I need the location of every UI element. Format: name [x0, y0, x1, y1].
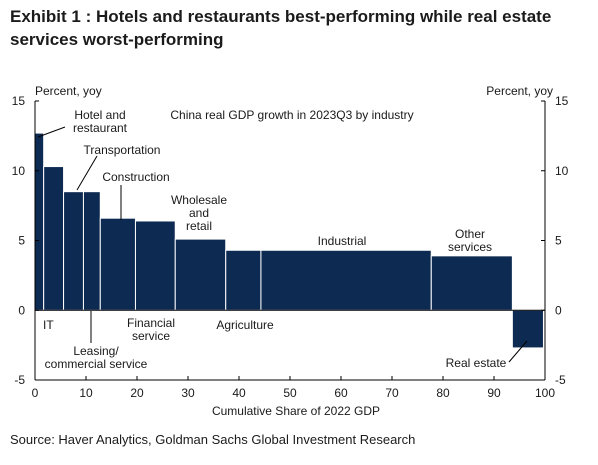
x-tick-label: 50	[283, 386, 297, 400]
x-axis-label: Cumulative Share of 2022 GDP	[212, 404, 380, 418]
y-tick-label-right: 5	[555, 234, 562, 248]
y-tick-label-left: 15	[12, 94, 26, 108]
y-tick-label-left: 10	[12, 164, 26, 178]
y-axis-label-left: Percent, yoy	[35, 84, 102, 98]
x-tick-label: 10	[79, 386, 93, 400]
exhibit-title: Exhibit 1 : Hotels and restaurants best-…	[10, 7, 552, 49]
axes: -5 -5 0 0 5 5 10 10 15 15 0 10 20 30 40 50 60 70 80 90 100	[12, 94, 569, 400]
bar-real-estate	[511, 309, 544, 349]
chart-labels: China real GDP growth in 2023Q3 by indus…	[35, 84, 553, 418]
bar-transportation	[63, 191, 84, 311]
bar-it	[43, 166, 65, 311]
chart-title: China real GDP growth in 2023Q3 by indus…	[170, 108, 413, 122]
leader-lines	[37, 126, 528, 363]
leader-transportation-line	[76, 155, 98, 191]
leader-real-estate-line	[508, 340, 528, 363]
x-tick-label: 90	[487, 386, 501, 400]
annotation-industrial: Industrial	[318, 234, 367, 248]
bar-other-services	[430, 255, 513, 311]
annotation-it: IT	[43, 318, 54, 332]
y-tick-label-left: -5	[14, 373, 25, 387]
bar-hotel-and-restaurant	[34, 132, 45, 311]
annotation-wholesale-and-retail: Wholesale and retail	[171, 193, 227, 233]
bar-wholesale-and-retail	[174, 238, 227, 311]
x-tick-label: 70	[385, 386, 399, 400]
bar-financial-service	[134, 220, 176, 311]
x-tick-label: 60	[334, 386, 348, 400]
bar-industrial	[260, 249, 432, 311]
annotation-agriculture: Agriculture	[216, 318, 274, 332]
bars-layer	[34, 132, 544, 349]
annotation-other-services: Other services	[448, 227, 492, 254]
y-tick-label-right: 10	[555, 164, 569, 178]
x-tick-label: 0	[32, 386, 39, 400]
source-note: Source: Haver Analytics, Goldman Sachs G…	[10, 432, 416, 447]
annotation-construction: Construction	[102, 170, 169, 184]
leader-hotel-line	[37, 126, 66, 138]
x-tick-label: 80	[436, 386, 450, 400]
annotation-leasing-commercial-service: Leasing/commercial service	[45, 344, 148, 371]
annotation-transportation: Transportation	[84, 143, 161, 157]
x-tick-label: 100	[535, 386, 555, 400]
y-tick-label-left: 0	[18, 303, 25, 317]
y-axis-label-right: Percent, yoy	[486, 84, 553, 98]
annotation-financial-service: Financial service	[127, 316, 175, 343]
y-tick-label-right: 15	[555, 94, 569, 108]
y-tick-label-right: 0	[555, 303, 562, 317]
x-tick-label: 30	[181, 386, 195, 400]
x-tick-label: 20	[130, 386, 144, 400]
y-tick-label-right: -5	[555, 373, 566, 387]
category-annotations: Hotel and restaurant IT Transportation Leasi…	[43, 108, 507, 371]
x-tick-label: 40	[232, 386, 246, 400]
bar-construction	[99, 217, 136, 311]
bar-agriculture	[225, 249, 262, 311]
bar-leasing-commercial-service	[82, 191, 101, 311]
annotation-hotel-and-restaurant: Hotel and restaurant	[73, 108, 128, 135]
y-tick-label-left: 5	[18, 234, 25, 248]
annotation-real-estate: Real estate	[446, 356, 507, 370]
